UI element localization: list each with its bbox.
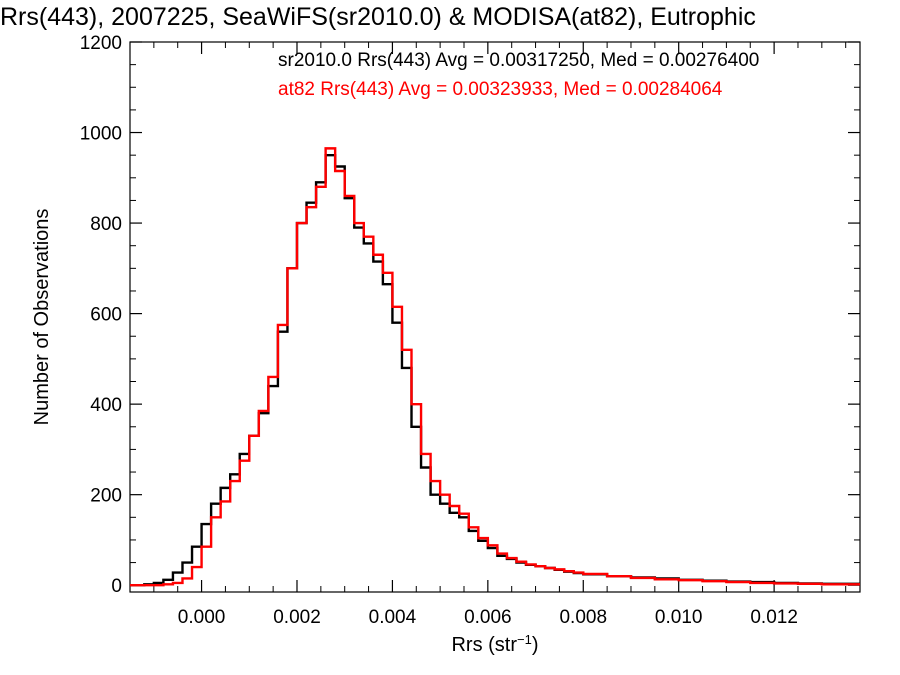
- y-tick-label: 1200: [80, 33, 122, 54]
- x-tick-label: 0.012: [750, 607, 798, 628]
- y-tick-label: 0: [111, 576, 122, 597]
- x-axis-title-close: ): [532, 634, 539, 656]
- y-tick-label: 200: [90, 486, 122, 507]
- y-tick-label: 800: [90, 214, 122, 235]
- x-axis-title: Rrs (str−1): [451, 632, 538, 656]
- y-tick-label: 600: [90, 305, 122, 326]
- x-axis-title-superscript: −1: [517, 632, 532, 647]
- series-line-sr2010-0: [130, 153, 860, 587]
- x-tick-label: 0.000: [178, 607, 226, 628]
- legend-entry-at82: at82 Rrs(443) Avg = 0.00323933, Med = 0.…: [278, 79, 723, 100]
- x-tick-label: 0.002: [273, 607, 321, 628]
- x-tick-label: 0.006: [464, 607, 512, 628]
- x-tick-label: 0.010: [655, 607, 703, 628]
- x-tick-label: 0.008: [559, 607, 607, 628]
- axes: 0.000 0.002 0.004 0.006 0.008 0.010 0.012 0 200 4…: [80, 33, 861, 628]
- x-axis-title-main: Rrs (str: [451, 634, 517, 656]
- y-tick-label: 400: [90, 395, 122, 416]
- series-line-at82: [130, 147, 860, 587]
- y-tick-label: 1000: [80, 124, 122, 145]
- series-layer: [130, 147, 860, 587]
- y-axis-title: Number of Observations: [31, 209, 53, 426]
- plot-frame: [129, 41, 861, 593]
- x-tick-label: 0.004: [369, 607, 417, 628]
- chart-title: Rrs(443), 2007225, SeaWiFS(sr2010.0) & M…: [0, 3, 756, 31]
- legend-entry-sr2010: sr2010.0 Rrs(443) Avg = 0.00317250, Med …: [278, 50, 759, 71]
